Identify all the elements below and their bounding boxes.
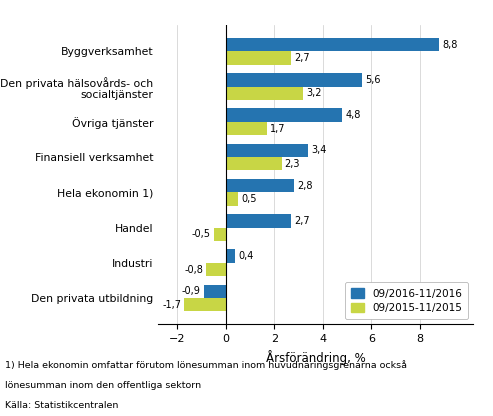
Bar	[226, 144, 308, 157]
X-axis label: Årsförändring, %: Årsförändring, %	[266, 350, 365, 365]
Text: 1) Hela ekonomin omfattar förutom lönesumman inom huvudnäringsgrenarna också: 1) Hela ekonomin omfattar förutom lönesu…	[5, 360, 407, 370]
Bar	[213, 228, 226, 241]
Text: 0,5: 0,5	[241, 194, 256, 204]
Text: 0,4: 0,4	[239, 251, 254, 261]
Text: Källa: Statistikcentralen: Källa: Statistikcentralen	[5, 401, 118, 411]
Bar	[226, 122, 267, 135]
Text: 2,7: 2,7	[294, 53, 310, 63]
Bar	[226, 38, 439, 52]
Bar	[226, 73, 362, 87]
Text: -0,5: -0,5	[191, 229, 211, 239]
Text: 3,2: 3,2	[307, 88, 322, 98]
Text: 2,7: 2,7	[294, 216, 310, 226]
Legend: 09/2016-11/2016, 09/2015-11/2015: 09/2016-11/2016, 09/2015-11/2015	[345, 282, 468, 319]
Text: 2,8: 2,8	[297, 181, 313, 191]
Text: 2,3: 2,3	[284, 159, 300, 169]
Bar	[184, 298, 226, 312]
Text: 8,8: 8,8	[442, 40, 458, 50]
Text: 3,4: 3,4	[312, 146, 327, 156]
Text: 4,8: 4,8	[346, 110, 361, 120]
Bar	[226, 179, 294, 192]
Bar	[226, 250, 236, 263]
Bar	[226, 192, 238, 206]
Text: -0,8: -0,8	[184, 265, 203, 275]
Text: lönesumman inom den offentliga sektorn: lönesumman inom den offentliga sektorn	[5, 381, 201, 390]
Bar	[206, 263, 226, 276]
Text: 5,6: 5,6	[365, 75, 380, 85]
Bar	[226, 157, 282, 171]
Text: -0,9: -0,9	[182, 286, 201, 296]
Bar	[226, 52, 291, 65]
Bar	[226, 87, 303, 100]
Bar	[226, 214, 291, 228]
Bar	[204, 285, 226, 298]
Bar	[226, 109, 342, 122]
Text: -1,7: -1,7	[162, 300, 181, 310]
Text: 1,7: 1,7	[270, 124, 285, 134]
